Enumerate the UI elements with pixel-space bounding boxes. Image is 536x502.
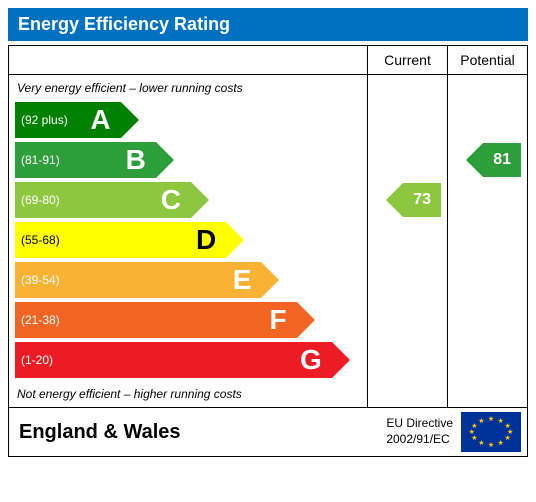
- note-bottom: Not energy efficient – higher running co…: [15, 381, 367, 403]
- chart-box: Current Potential Very energy efficient …: [8, 45, 528, 457]
- band-letter-g: G: [294, 344, 332, 376]
- flag-star-icon: ★: [497, 417, 503, 425]
- band-arrow-d: [226, 222, 244, 258]
- band-letter-a: A: [84, 104, 120, 136]
- potential-pointer-arrow-icon: [466, 143, 483, 177]
- current-pointer: 73: [386, 183, 441, 217]
- band-range-a: (92 plus): [15, 113, 84, 127]
- note-top: Very energy efficient – lower running co…: [15, 79, 367, 101]
- flag-star-icon: ★: [497, 439, 503, 447]
- header-row: Current Potential: [9, 46, 527, 75]
- chart-title: Energy Efficiency Rating: [18, 14, 230, 34]
- band-range-b: (81-91): [15, 153, 120, 167]
- header-potential: Potential: [447, 46, 527, 74]
- flag-stars: ★★★★★★★★★★★★: [461, 412, 521, 452]
- flag-star-icon: ★: [478, 439, 484, 447]
- directive-line1: EU Directive: [386, 416, 453, 432]
- title-bar: Energy Efficiency Rating: [8, 8, 528, 41]
- band-range-d: (55-68): [15, 233, 190, 247]
- band-arrow-e: [261, 262, 279, 298]
- band-bar-c: (69-80)C: [15, 182, 191, 218]
- footer-row: England & Wales EU Directive 2002/91/EC …: [9, 407, 527, 456]
- band-bar-g: (1-20)G: [15, 342, 332, 378]
- band-letter-f: F: [263, 304, 296, 336]
- potential-pointer: 81: [466, 143, 521, 177]
- potential-pointer-value: 81: [483, 143, 521, 177]
- band-arrow-g: [332, 342, 350, 378]
- flag-star-icon: ★: [478, 417, 484, 425]
- directive-line2: 2002/91/EC: [386, 432, 453, 448]
- flag-star-icon: ★: [504, 434, 510, 442]
- band-letter-e: E: [227, 264, 262, 296]
- current-column: 73: [367, 75, 447, 407]
- band-row-d: (55-68)D: [15, 221, 367, 259]
- eu-flag-icon: ★★★★★★★★★★★★: [461, 412, 521, 452]
- bars-area: (92 plus)A (81-91)B (69-80)C (55-68)D (39-54…: [15, 101, 367, 379]
- potential-column: 81: [447, 75, 527, 407]
- band-range-f: (21-38): [15, 313, 263, 327]
- band-bar-e: (39-54)E: [15, 262, 261, 298]
- band-arrow-b: [156, 142, 174, 178]
- band-row-a: (92 plus)A: [15, 101, 367, 139]
- bars-column: Very energy efficient – lower running co…: [9, 75, 367, 407]
- epc-chart-container: Energy Efficiency Rating Current Potenti…: [0, 0, 536, 465]
- band-bar-b: (81-91)B: [15, 142, 156, 178]
- band-row-c: (69-80)C: [15, 181, 367, 219]
- band-letter-d: D: [190, 224, 226, 256]
- band-range-g: (1-20): [15, 353, 294, 367]
- flag-star-icon: ★: [471, 422, 477, 430]
- band-letter-b: B: [120, 144, 156, 176]
- band-arrow-a: [121, 102, 139, 138]
- header-spacer: [9, 46, 367, 74]
- band-range-e: (39-54): [15, 273, 227, 287]
- band-bar-f: (21-38)F: [15, 302, 297, 338]
- band-row-b: (81-91)B: [15, 141, 367, 179]
- flag-star-icon: ★: [488, 441, 494, 449]
- footer-country: England & Wales: [9, 413, 380, 452]
- band-range-c: (69-80): [15, 193, 155, 207]
- current-pointer-arrow-icon: [386, 183, 403, 217]
- band-row-e: (39-54)E: [15, 261, 367, 299]
- header-current: Current: [367, 46, 447, 74]
- current-pointer-value: 73: [403, 183, 441, 217]
- band-letter-c: C: [155, 184, 191, 216]
- band-bar-d: (55-68)D: [15, 222, 226, 258]
- band-arrow-c: [191, 182, 209, 218]
- flag-star-icon: ★: [488, 415, 494, 423]
- footer-directive: EU Directive 2002/91/EC: [380, 412, 459, 451]
- band-arrow-f: [297, 302, 315, 338]
- body-row: Very energy efficient – lower running co…: [9, 75, 527, 407]
- band-row-g: (1-20)G: [15, 341, 367, 379]
- band-row-f: (21-38)F: [15, 301, 367, 339]
- band-bar-a: (92 plus)A: [15, 102, 121, 138]
